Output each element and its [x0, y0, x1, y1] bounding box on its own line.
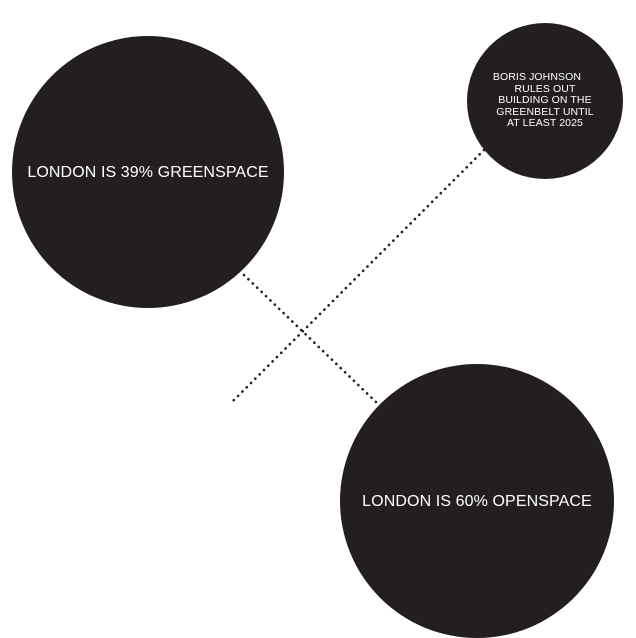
openspace-label: LONDON IS 60% OPENSPACE: [362, 492, 592, 510]
connector-greenspace-to-openspace: [242, 273, 379, 405]
boris-johnson-label-line: RULES OUT: [514, 82, 576, 95]
greenspace-label: LONDON IS 39% GREENSPACE: [27, 163, 269, 181]
boris-johnson-label-line: BUILDING ON THE: [498, 94, 592, 107]
boris-johnson-label: BORIS JOHNSON RULES OUT BUILDING ON THE …: [493, 72, 594, 130]
greenspace-bubble: LONDON IS 39% GREENSPACE: [12, 36, 284, 308]
openspace-bubble: LONDON IS 60% OPENSPACE: [340, 364, 614, 638]
boris-johnson-label-line: AT LEAST 2025: [506, 117, 583, 130]
boris-johnson-label-line: GREENBELT UNTIL: [496, 105, 594, 118]
boris-johnson-bubble: BORIS JOHNSON RULES OUT BUILDING ON THE …: [467, 23, 623, 179]
boris-johnson-label-line: BORIS JOHNSON: [492, 71, 582, 84]
